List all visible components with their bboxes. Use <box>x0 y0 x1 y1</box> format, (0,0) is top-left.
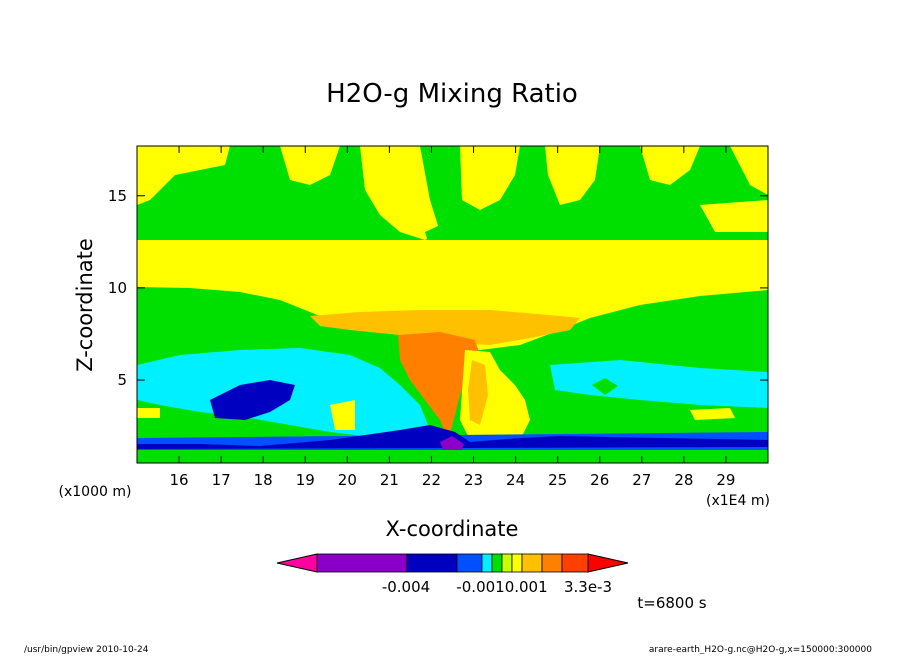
contour-field <box>137 146 768 463</box>
y-axis-label: Z-coordinate <box>73 238 97 372</box>
x-tick-label: 22 <box>422 471 441 489</box>
y-tick-label: 5 <box>117 371 127 389</box>
low-blue-left <box>210 380 295 420</box>
x-tick-label: 25 <box>548 471 567 489</box>
colorbar-tick-2: -0.0010.001 <box>456 578 547 596</box>
colorbar-segment <box>316 553 408 573</box>
y-tick-label: 15 <box>108 187 127 205</box>
x-tick-label: 26 <box>590 471 609 489</box>
chart-title: H2O-g Mixing Ratio <box>326 79 578 109</box>
anvil-orange <box>310 310 580 345</box>
colorbar-segment <box>481 553 493 573</box>
colorbar-segment <box>541 553 563 573</box>
x-axis-label: X-coordinate <box>386 517 519 541</box>
y-axis-ticks: 5 10 15 <box>108 187 768 389</box>
colorbar <box>276 553 629 573</box>
footer-right: arare-earth_H2O-g.nc@H2O-g,x=150000:3000… <box>649 645 872 654</box>
footer-left: /usr/bin/gpview 2010-10-24 <box>24 645 149 654</box>
surface-green-strip <box>137 450 768 463</box>
x-tick-label: 20 <box>338 471 357 489</box>
core-orange-streaks <box>468 360 488 425</box>
x-tick-label: 23 <box>464 471 483 489</box>
colorbar-segment <box>511 553 523 573</box>
x-tick-label: 27 <box>632 471 651 489</box>
y-tick-label: 10 <box>108 279 127 297</box>
cyan-layer-right <box>550 360 768 408</box>
upper-yellow-band <box>137 240 768 350</box>
x-unit-label: (x1E4 m) <box>706 493 770 509</box>
x-tick-label: 18 <box>254 471 273 489</box>
x-tick-label: 16 <box>170 471 189 489</box>
colorbar-segment <box>501 553 513 573</box>
x-tick-label: 17 <box>212 471 231 489</box>
x-tick-label: 21 <box>380 471 399 489</box>
time-label: t=6800 s <box>637 594 706 612</box>
colorbar-segment <box>406 553 458 573</box>
colorbar-segment <box>521 553 543 573</box>
green-island-right <box>592 378 618 395</box>
colorbar-segment <box>456 553 483 573</box>
x-tick-label: 28 <box>674 471 693 489</box>
y-unit-label: (x1000 m) <box>59 484 132 500</box>
x-tick-label: 29 <box>716 471 735 489</box>
plot-frame <box>136 145 769 464</box>
x-axis-ticks: 16 17 18 19 20 21 22 23 24 25 26 27 28 29 <box>170 146 735 489</box>
colorbar-segment <box>491 553 503 573</box>
colorbar-under <box>276 553 318 573</box>
colorbar-over <box>587 553 629 573</box>
colorbar-tick-1: -0.004 <box>382 578 430 596</box>
upper-yellow-tongues <box>137 146 768 240</box>
core-orange <box>398 332 480 440</box>
x-tick-label: 19 <box>296 471 315 489</box>
x-tick-label: 24 <box>506 471 525 489</box>
colorbar-tick-3: 3.3e-3 <box>564 578 612 596</box>
colorbar-segment <box>561 553 589 573</box>
